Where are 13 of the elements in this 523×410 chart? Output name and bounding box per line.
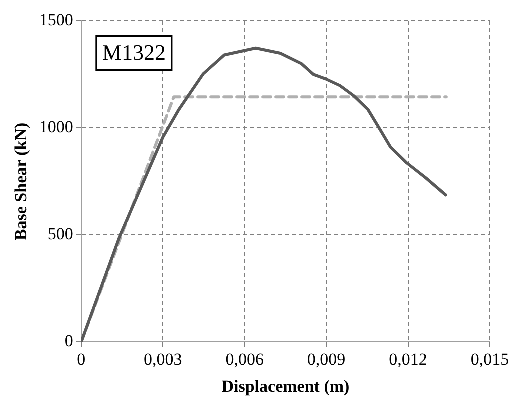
x-tick-label: 0,012: [389, 350, 428, 369]
x-tick-label: 0,006: [226, 350, 264, 369]
x-tick-label: 0: [77, 350, 86, 369]
y-tick-label: 1500: [39, 10, 74, 30]
y-axis-title: Base Shear (kN): [12, 122, 31, 241]
y-tick-label: 0: [64, 332, 74, 351]
y-tick-label: 500: [48, 224, 74, 244]
x-axis-title: Displacement (m): [222, 377, 350, 396]
annotation: M1322: [102, 40, 166, 65]
x-tick-label: 0,015: [470, 350, 510, 369]
x-tick-label: 0,009: [307, 350, 346, 369]
x-tick-label: 0,003: [144, 350, 182, 369]
y-tick-label: 1000: [39, 118, 74, 137]
